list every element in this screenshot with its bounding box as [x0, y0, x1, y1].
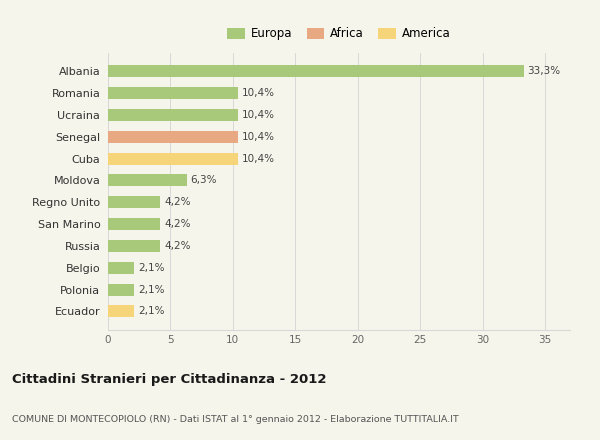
Text: 10,4%: 10,4%: [242, 132, 275, 142]
Text: Cittadini Stranieri per Cittadinanza - 2012: Cittadini Stranieri per Cittadinanza - 2…: [12, 373, 326, 386]
Bar: [108, 196, 160, 208]
Bar: [108, 284, 134, 296]
Bar: [108, 240, 160, 252]
Text: 2,1%: 2,1%: [138, 285, 164, 295]
Text: 10,4%: 10,4%: [242, 88, 275, 98]
Bar: [108, 153, 238, 165]
Text: 4,2%: 4,2%: [164, 219, 191, 229]
Legend: Europa, Africa, America: Europa, Africa, America: [223, 23, 455, 45]
Text: 4,2%: 4,2%: [164, 241, 191, 251]
Text: 33,3%: 33,3%: [527, 66, 560, 77]
Bar: [108, 109, 238, 121]
Bar: [108, 218, 160, 230]
Text: 4,2%: 4,2%: [164, 197, 191, 207]
Bar: [108, 175, 187, 187]
Bar: [108, 66, 524, 77]
Bar: [108, 131, 238, 143]
Text: 10,4%: 10,4%: [242, 154, 275, 164]
Text: 2,1%: 2,1%: [138, 306, 164, 316]
Bar: [108, 262, 134, 274]
Bar: [108, 305, 134, 317]
Text: COMUNE DI MONTECOPIOLO (RN) - Dati ISTAT al 1° gennaio 2012 - Elaborazione TUTTI: COMUNE DI MONTECOPIOLO (RN) - Dati ISTAT…: [12, 415, 459, 425]
Text: 2,1%: 2,1%: [138, 263, 164, 273]
Bar: [108, 87, 238, 99]
Text: 6,3%: 6,3%: [190, 176, 217, 186]
Text: 10,4%: 10,4%: [242, 110, 275, 120]
